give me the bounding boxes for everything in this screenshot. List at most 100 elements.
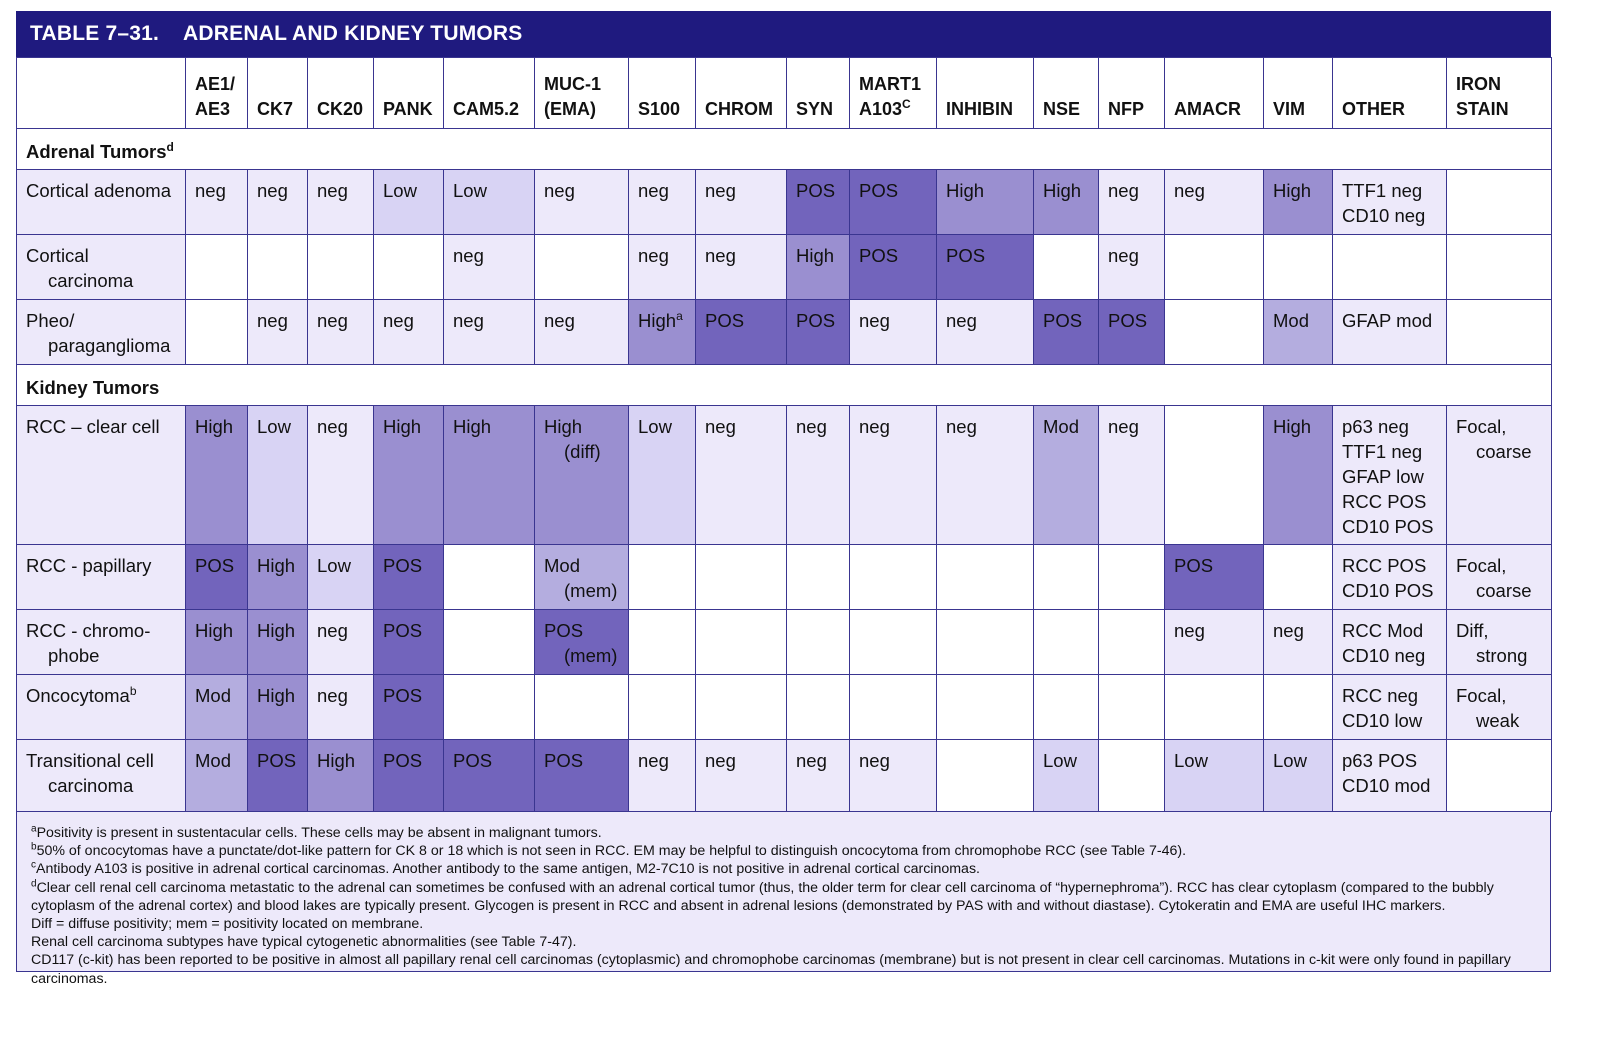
column-header: VIM xyxy=(1263,57,1333,129)
table-cell xyxy=(936,609,1034,675)
table-cell: neg xyxy=(307,299,374,365)
table-cell xyxy=(443,674,535,740)
table-cell: High (diff) xyxy=(534,405,629,545)
table-cell xyxy=(849,609,937,675)
table-cell: neg xyxy=(628,739,696,812)
table-cell xyxy=(1033,544,1099,610)
table-cell: POS xyxy=(1164,544,1264,610)
table-cell: POS xyxy=(1033,299,1099,365)
table-cell: neg xyxy=(307,674,374,740)
table-cell xyxy=(786,674,850,740)
table-cell: neg xyxy=(443,234,535,300)
table-cell: High xyxy=(786,234,850,300)
table-cell xyxy=(1098,674,1165,740)
table-cell xyxy=(1098,609,1165,675)
table-title-bar: TABLE 7–31. ADRENAL AND KIDNEY TUMORS xyxy=(16,11,1551,57)
row-label: Pheo/paraganglioma xyxy=(16,299,186,365)
table-cell: neg xyxy=(307,609,374,675)
table-cell: POS xyxy=(1098,299,1165,365)
table-cell xyxy=(786,609,850,675)
section-heading: Adrenal Tumorsd xyxy=(16,128,1552,170)
column-header: MART1 A103C xyxy=(849,57,937,129)
column-header: NFP xyxy=(1098,57,1165,129)
table-cell xyxy=(1332,234,1447,300)
column-header: CHROM xyxy=(695,57,787,129)
marker-table: AE1/AE3 CK7 CK20 PANK CAM5.2 MUC-1 (EMA) S100 CH… xyxy=(16,57,1552,812)
table-cell: Low xyxy=(247,405,308,545)
column-header: CK20 xyxy=(307,57,374,129)
table-cell: Mod (mem) xyxy=(534,544,629,610)
table-title: ADRENAL AND KIDNEY TUMORS xyxy=(183,22,523,45)
table-cell: High xyxy=(247,544,308,610)
table-cell xyxy=(849,544,937,610)
column-header: MUC-1 (EMA) xyxy=(534,57,629,129)
table-cell: neg xyxy=(1263,609,1333,675)
table-cell: neg xyxy=(936,299,1034,365)
table-row: RCC - chromo-phobe High High neg POS POS (mem)… xyxy=(16,609,1552,675)
table-cell: Diff, strong xyxy=(1446,609,1552,675)
table-cell: neg xyxy=(1164,609,1264,675)
table-cell xyxy=(849,674,937,740)
table-frame: TABLE 7–31. ADRENAL AND KIDNEY TUMORS AE… xyxy=(16,11,1552,987)
header-row: AE1/AE3 CK7 CK20 PANK CAM5.2 MUC-1 (EMA) S100 CH… xyxy=(16,57,1552,129)
table-cell xyxy=(936,674,1034,740)
table-cell: neg xyxy=(247,299,308,365)
table-cell: Low xyxy=(307,544,374,610)
table-cell xyxy=(695,544,787,610)
table-cell: neg xyxy=(443,299,535,365)
table-cell: Higha xyxy=(628,299,696,365)
table-cell xyxy=(247,234,308,300)
table-cell: neg xyxy=(534,299,629,365)
table-cell: POS xyxy=(373,609,444,675)
table-cell: POS xyxy=(373,544,444,610)
table-cell xyxy=(1446,299,1552,365)
table-cell: POS (mem) xyxy=(534,609,629,675)
footnote: aPositivity is present in sustentacular … xyxy=(31,823,602,841)
table-cell: neg xyxy=(936,405,1034,545)
section-heading: Kidney Tumors xyxy=(16,364,1552,406)
table-cell xyxy=(1033,674,1099,740)
table-cell: GFAP mod xyxy=(1332,299,1447,365)
table-cell xyxy=(534,234,629,300)
row-label: Cortical adenoma xyxy=(16,169,186,235)
table-cell xyxy=(1164,674,1264,740)
table-row: RCC - papillary POS High Low POS Mod (mem) POS R… xyxy=(16,544,1552,610)
table-cell: POS xyxy=(534,739,629,812)
table-cell xyxy=(1164,405,1264,545)
table-cell xyxy=(1446,169,1552,235)
table-cell: neg xyxy=(695,739,787,812)
table-cell: POS xyxy=(247,739,308,812)
table-number: TABLE 7–31. xyxy=(30,22,160,45)
row-label: Cortical carcinoma xyxy=(16,234,186,300)
table-row: Oncocytomab Mod High neg POS RCC neg CD10 low F… xyxy=(16,674,1552,740)
column-header: AE1/AE3 xyxy=(185,57,248,129)
table-cell xyxy=(786,544,850,610)
column-header: PANK xyxy=(373,57,444,129)
table-cell: neg xyxy=(307,169,374,235)
table-cell: RCC POS CD10 POS xyxy=(1332,544,1447,610)
table-cell: Low xyxy=(1263,739,1333,812)
table-cell xyxy=(628,674,696,740)
table-cell: Low xyxy=(373,169,444,235)
footnote: dClear cell renal cell carcinoma metasta… xyxy=(31,877,1494,914)
footnote: cAntibody A103 is positive in adrenal co… xyxy=(31,859,980,878)
table-cell xyxy=(1033,609,1099,675)
table-cell: neg xyxy=(247,169,308,235)
table-cell: Mod xyxy=(1263,299,1333,365)
table-cell: neg xyxy=(185,169,248,235)
table-row: Cortical carcinoma neg neg neg High POS POS neg xyxy=(16,234,1552,300)
footnote: CD117 (c-kit) has been reported to be po… xyxy=(31,952,1511,987)
table-cell: POS xyxy=(443,739,535,812)
table-cell: High xyxy=(247,674,308,740)
table-cell: p63 POS CD10 mod xyxy=(1332,739,1447,812)
table-cell xyxy=(1446,234,1552,300)
column-header: SYN xyxy=(786,57,850,129)
footnotes: aPositivity is present in sustentacular … xyxy=(16,812,1551,987)
table-cell xyxy=(936,544,1034,610)
table-cell: POS xyxy=(786,169,850,235)
table-cell: neg xyxy=(628,234,696,300)
table-cell: High xyxy=(373,405,444,545)
table-cell: neg xyxy=(1098,234,1165,300)
table-cell: High xyxy=(443,405,535,545)
table-cell xyxy=(1263,234,1333,300)
